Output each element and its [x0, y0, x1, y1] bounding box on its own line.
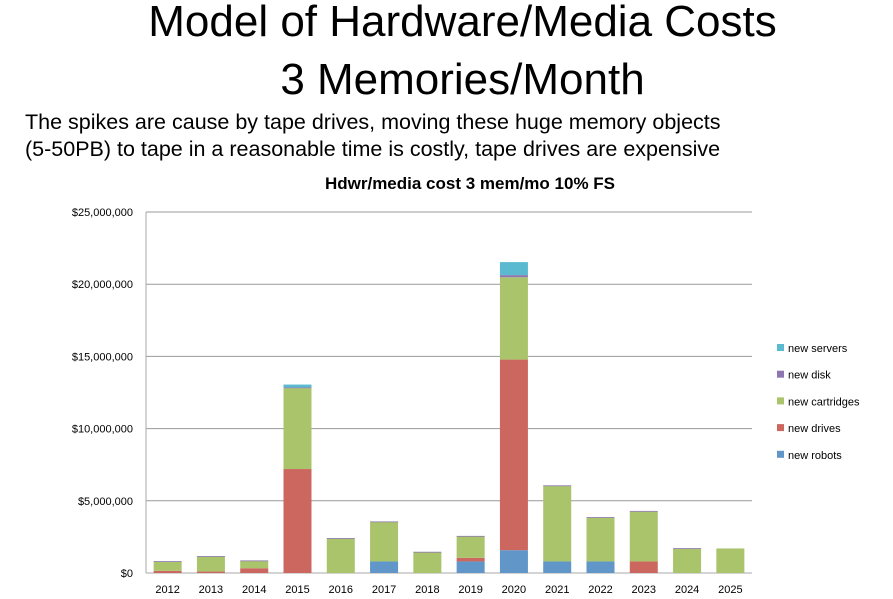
bar-new-disk-2024 [673, 548, 702, 549]
bar-new-cartridges-2015 [283, 388, 312, 470]
bar-new-cartridges-2025 [716, 548, 745, 573]
bar-new-drives-2015 [283, 469, 312, 573]
bar-new-disk-2014 [240, 560, 269, 562]
slide-title-line2: 3 Memories/Month [280, 55, 645, 104]
legend-swatch [777, 450, 784, 458]
y-tick-label: $0 [121, 568, 133, 580]
bar-new-disk-2022 [586, 517, 615, 518]
legend-swatch [777, 370, 784, 378]
x-tick-label: 2021 [545, 584, 569, 596]
slide-title-line1: Model of Hardware/Media Costs [148, 0, 777, 46]
bar-new-cartridges-2021 [543, 485, 572, 562]
bar-new-disk-2015 [283, 387, 312, 389]
bar-new-disk-2016 [326, 538, 355, 539]
bar-new-cartridges-2012 [153, 561, 182, 571]
bar-new-cartridges-2020 [499, 277, 528, 360]
legend-label: new robots [788, 450, 842, 462]
bar-new-robots-2021 [543, 561, 572, 573]
bar-new-cartridges-2024 [673, 548, 702, 573]
bar-new-disk-2012 [153, 561, 182, 562]
bar-new-disk-2020 [499, 275, 528, 278]
bar-new-disk-2023 [629, 510, 658, 512]
x-tick-label: 2013 [199, 584, 223, 596]
legend-swatch [777, 397, 784, 405]
slide-subtitle: The spikes are cause by tape drives, mov… [25, 109, 721, 163]
y-tick-label: $15,000,000 [72, 351, 133, 363]
bar-new-disk-2021 [543, 485, 572, 487]
x-tick-label: 2023 [632, 584, 656, 596]
bar-new-cartridges-2014 [240, 560, 269, 569]
x-tick-label: 2019 [458, 584, 482, 596]
subtitle-line1: The spikes are cause by tape drives, mov… [25, 110, 721, 134]
x-tick-label: 2012 [155, 584, 179, 596]
bar-new-cartridges-2013 [196, 556, 225, 572]
bar-new-drives-2014 [240, 568, 269, 573]
bar-new-robots-2019 [456, 561, 485, 573]
bar-new-robots-2020 [499, 550, 528, 573]
x-tick-label: 2016 [329, 584, 353, 596]
x-tick-label: 2020 [502, 584, 526, 596]
y-tick-label: $20,000,000 [72, 279, 133, 291]
bar-new-drives-2013 [196, 571, 225, 573]
bar-new-cartridges-2016 [326, 538, 355, 573]
bar-new-robots-2017 [370, 561, 399, 573]
bar-new-servers-2015 [283, 384, 312, 388]
legend-label: new drives [788, 423, 841, 435]
x-tick-label: 2015 [285, 584, 309, 596]
bar-new-drives-2012 [153, 570, 182, 573]
bar-new-servers-2020 [499, 262, 528, 276]
y-tick-label: $10,000,000 [72, 424, 133, 436]
bar-new-cartridges-2017 [370, 521, 399, 562]
bar-new-drives-2020 [499, 359, 528, 551]
x-tick-label: 2025 [718, 584, 742, 596]
x-tick-label: 2018 [415, 584, 439, 596]
legend-label: new disk [788, 370, 831, 382]
x-tick-label: 2024 [675, 584, 699, 596]
bar-new-drives-2019 [456, 557, 485, 562]
legend-swatch [777, 424, 784, 432]
bar-new-cartridges-2022 [586, 517, 615, 562]
bar-new-cartridges-2019 [456, 536, 485, 558]
y-tick-label: $5,000,000 [78, 496, 133, 508]
legend-label: new servers [788, 343, 848, 355]
bar-new-cartridges-2023 [629, 511, 658, 562]
bar-new-disk-2017 [370, 521, 399, 523]
bar-new-robots-2022 [586, 561, 615, 573]
legend-swatch [777, 344, 784, 351]
x-tick-label: 2014 [242, 584, 266, 596]
chart-title: Hdwr/media cost 3 mem/mo 10% FS [325, 174, 615, 193]
subtitle-line2: (5-50PB) to tape in a reasonable time is… [25, 137, 721, 161]
y-tick-label: $25,000,000 [72, 207, 133, 219]
bar-new-disk-2018 [413, 551, 442, 553]
bar-new-cartridges-2018 [413, 552, 442, 573]
bar-new-disk-2013 [196, 556, 225, 557]
bar-new-disk-2019 [456, 535, 485, 537]
legend-label: new cartridges [788, 396, 860, 408]
bar-new-drives-2023 [629, 561, 658, 573]
x-tick-label: 2017 [372, 584, 396, 596]
x-tick-label: 2022 [588, 584, 612, 596]
